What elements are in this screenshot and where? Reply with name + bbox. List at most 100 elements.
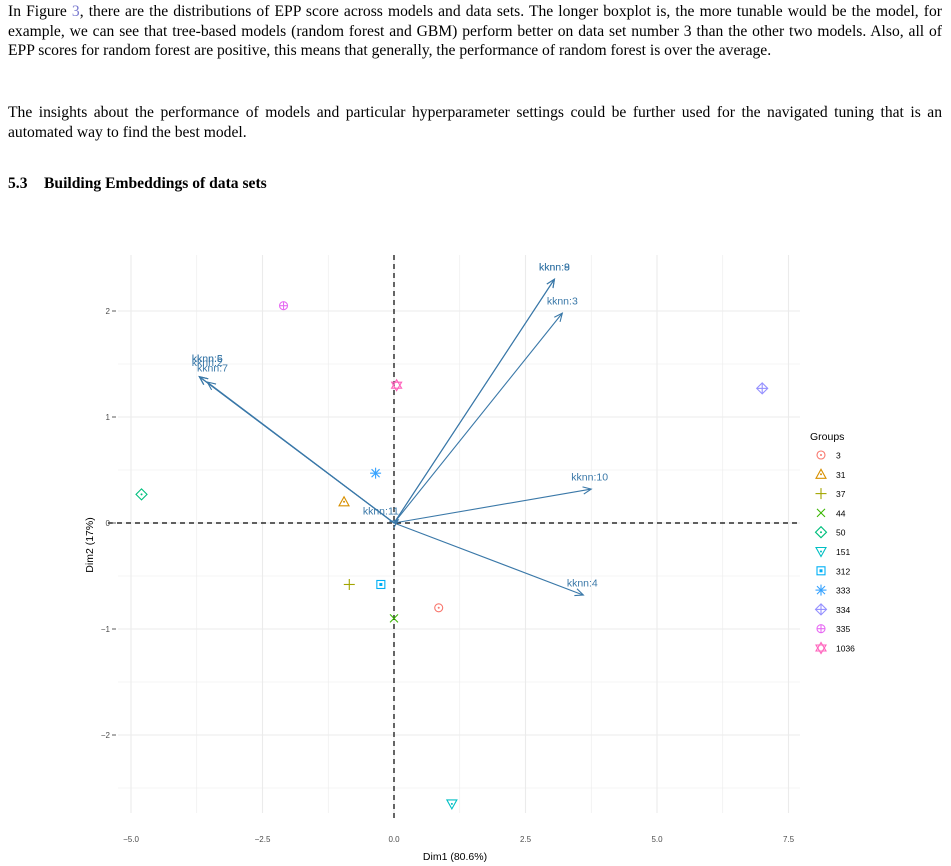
marker-shape [816,566,826,576]
legend-item-44: 44 [816,508,846,518]
marker-shape [390,381,403,392]
legend-label: 335 [836,624,850,634]
loading-arrow-kknn-8 [393,278,556,524]
arrow-label: kknn:5 [192,353,223,365]
legend-item-1036: 1036 [815,641,855,655]
legend-key [815,546,827,558]
marker-dot [140,493,143,496]
x-tick-label: 0.0 [388,835,400,844]
legend-item-312: 312 [816,566,850,576]
legend-key [816,450,826,460]
data-point-group-312 [376,579,386,590]
legend-label: 3 [836,451,841,461]
loading-arrow-kknn-7 [206,381,395,524]
x-tick-label: 7.5 [783,835,795,844]
arrow-label: kknn:10 [571,472,608,484]
y-tick-label: 0 [106,519,111,528]
arrow-head [582,486,593,495]
legend-item-335: 335 [816,624,850,634]
legend-key [815,488,827,500]
legend-label: 50 [836,528,846,538]
marker-stroke [371,468,380,478]
data-points [135,301,769,811]
data-point-group-151 [445,799,458,811]
data-point-group-31 [338,495,350,507]
arrow-head [554,312,564,322]
legend-item-37: 37 [815,488,846,500]
marker-dot [820,550,822,553]
arrow-label: kknn:4 [567,578,598,590]
marker-shape [445,799,458,811]
data-point-group-37 [343,578,355,590]
section-number: 5.3 [8,175,28,192]
legend-item-151: 151 [815,546,850,558]
x-tick-label: −2.5 [255,835,271,844]
x-axis-label: Dim1 (80.6%) [423,851,487,863]
legend-label: 333 [836,586,850,596]
paragraph-navigated-tuning: The insights about the performance of mo… [8,104,942,141]
marker-dot [820,531,822,534]
marker-shape [338,495,350,507]
section-heading: 5.3 Building Embeddings of data sets [8,175,267,193]
marker-shape [434,603,444,613]
legend-item-3: 3 [816,450,841,461]
loading-arrow-kknn-4 [393,522,585,597]
marker-shape [376,579,386,590]
marker-dot [437,606,440,609]
legend-key [816,624,826,634]
arrow-label: kknn:3 [547,296,578,308]
data-point-group-3 [434,603,444,613]
legend-key [814,603,828,616]
arrow-head [198,375,209,385]
arrow-label: kknn:6 [192,353,223,365]
marker-dot [819,569,823,573]
figure-reference-link[interactable]: 3 [71,3,80,20]
arrow-shaft [206,381,395,524]
legend-key [814,525,828,539]
legend-label: 312 [836,566,850,576]
legend-key [815,641,827,655]
marker-stroke [816,585,826,595]
y-axis-label: Dim2 (17%) [84,517,96,572]
zero-axes [108,255,800,818]
marker-shape [815,546,827,558]
data-point-group-44 [389,614,399,623]
legend-label: 1036 [836,644,855,654]
marker-dot [820,473,822,476]
marker-dot [820,454,822,456]
marker-stroke [816,508,826,518]
marker-shape [816,450,826,460]
data-point-group-1036 [390,378,403,392]
y-tick-label: −1 [101,625,111,634]
arrow-shaft [393,278,555,524]
legend-key [815,468,827,479]
marker-shape [390,378,403,389]
legend-label: 334 [836,605,850,615]
legend-label: 44 [836,508,846,518]
legend-title: Groups [810,431,844,443]
legend-label: 37 [836,489,846,499]
marker-shape [814,525,828,539]
data-point-group-333 [370,467,382,479]
marker-shape [815,468,827,479]
data-point-group-50 [135,488,148,501]
legend-key [816,508,826,518]
arrow-shaft [393,488,592,524]
legend-item-50: 50 [814,525,846,539]
arrow-head [206,381,217,391]
arrow-label: kknn:8 [539,262,570,274]
marker-dot [450,802,453,805]
arrow-label: kknn:7 [197,362,228,374]
grid-lines [118,255,800,813]
legend-key [815,584,827,596]
tick-labels: −5.0 −2.5 0.0 2.5 5.0 7.5 −2 −1 0 1 2 [101,307,795,844]
y-tick-label: 2 [106,307,111,316]
y-tick-label: −2 [101,731,111,740]
arrow-head [574,588,585,597]
marker-shape [815,641,827,652]
legend-key [816,566,826,576]
data-point-group-335 [278,301,289,311]
marker-shape [815,644,827,655]
arrow-shaft [393,312,563,524]
